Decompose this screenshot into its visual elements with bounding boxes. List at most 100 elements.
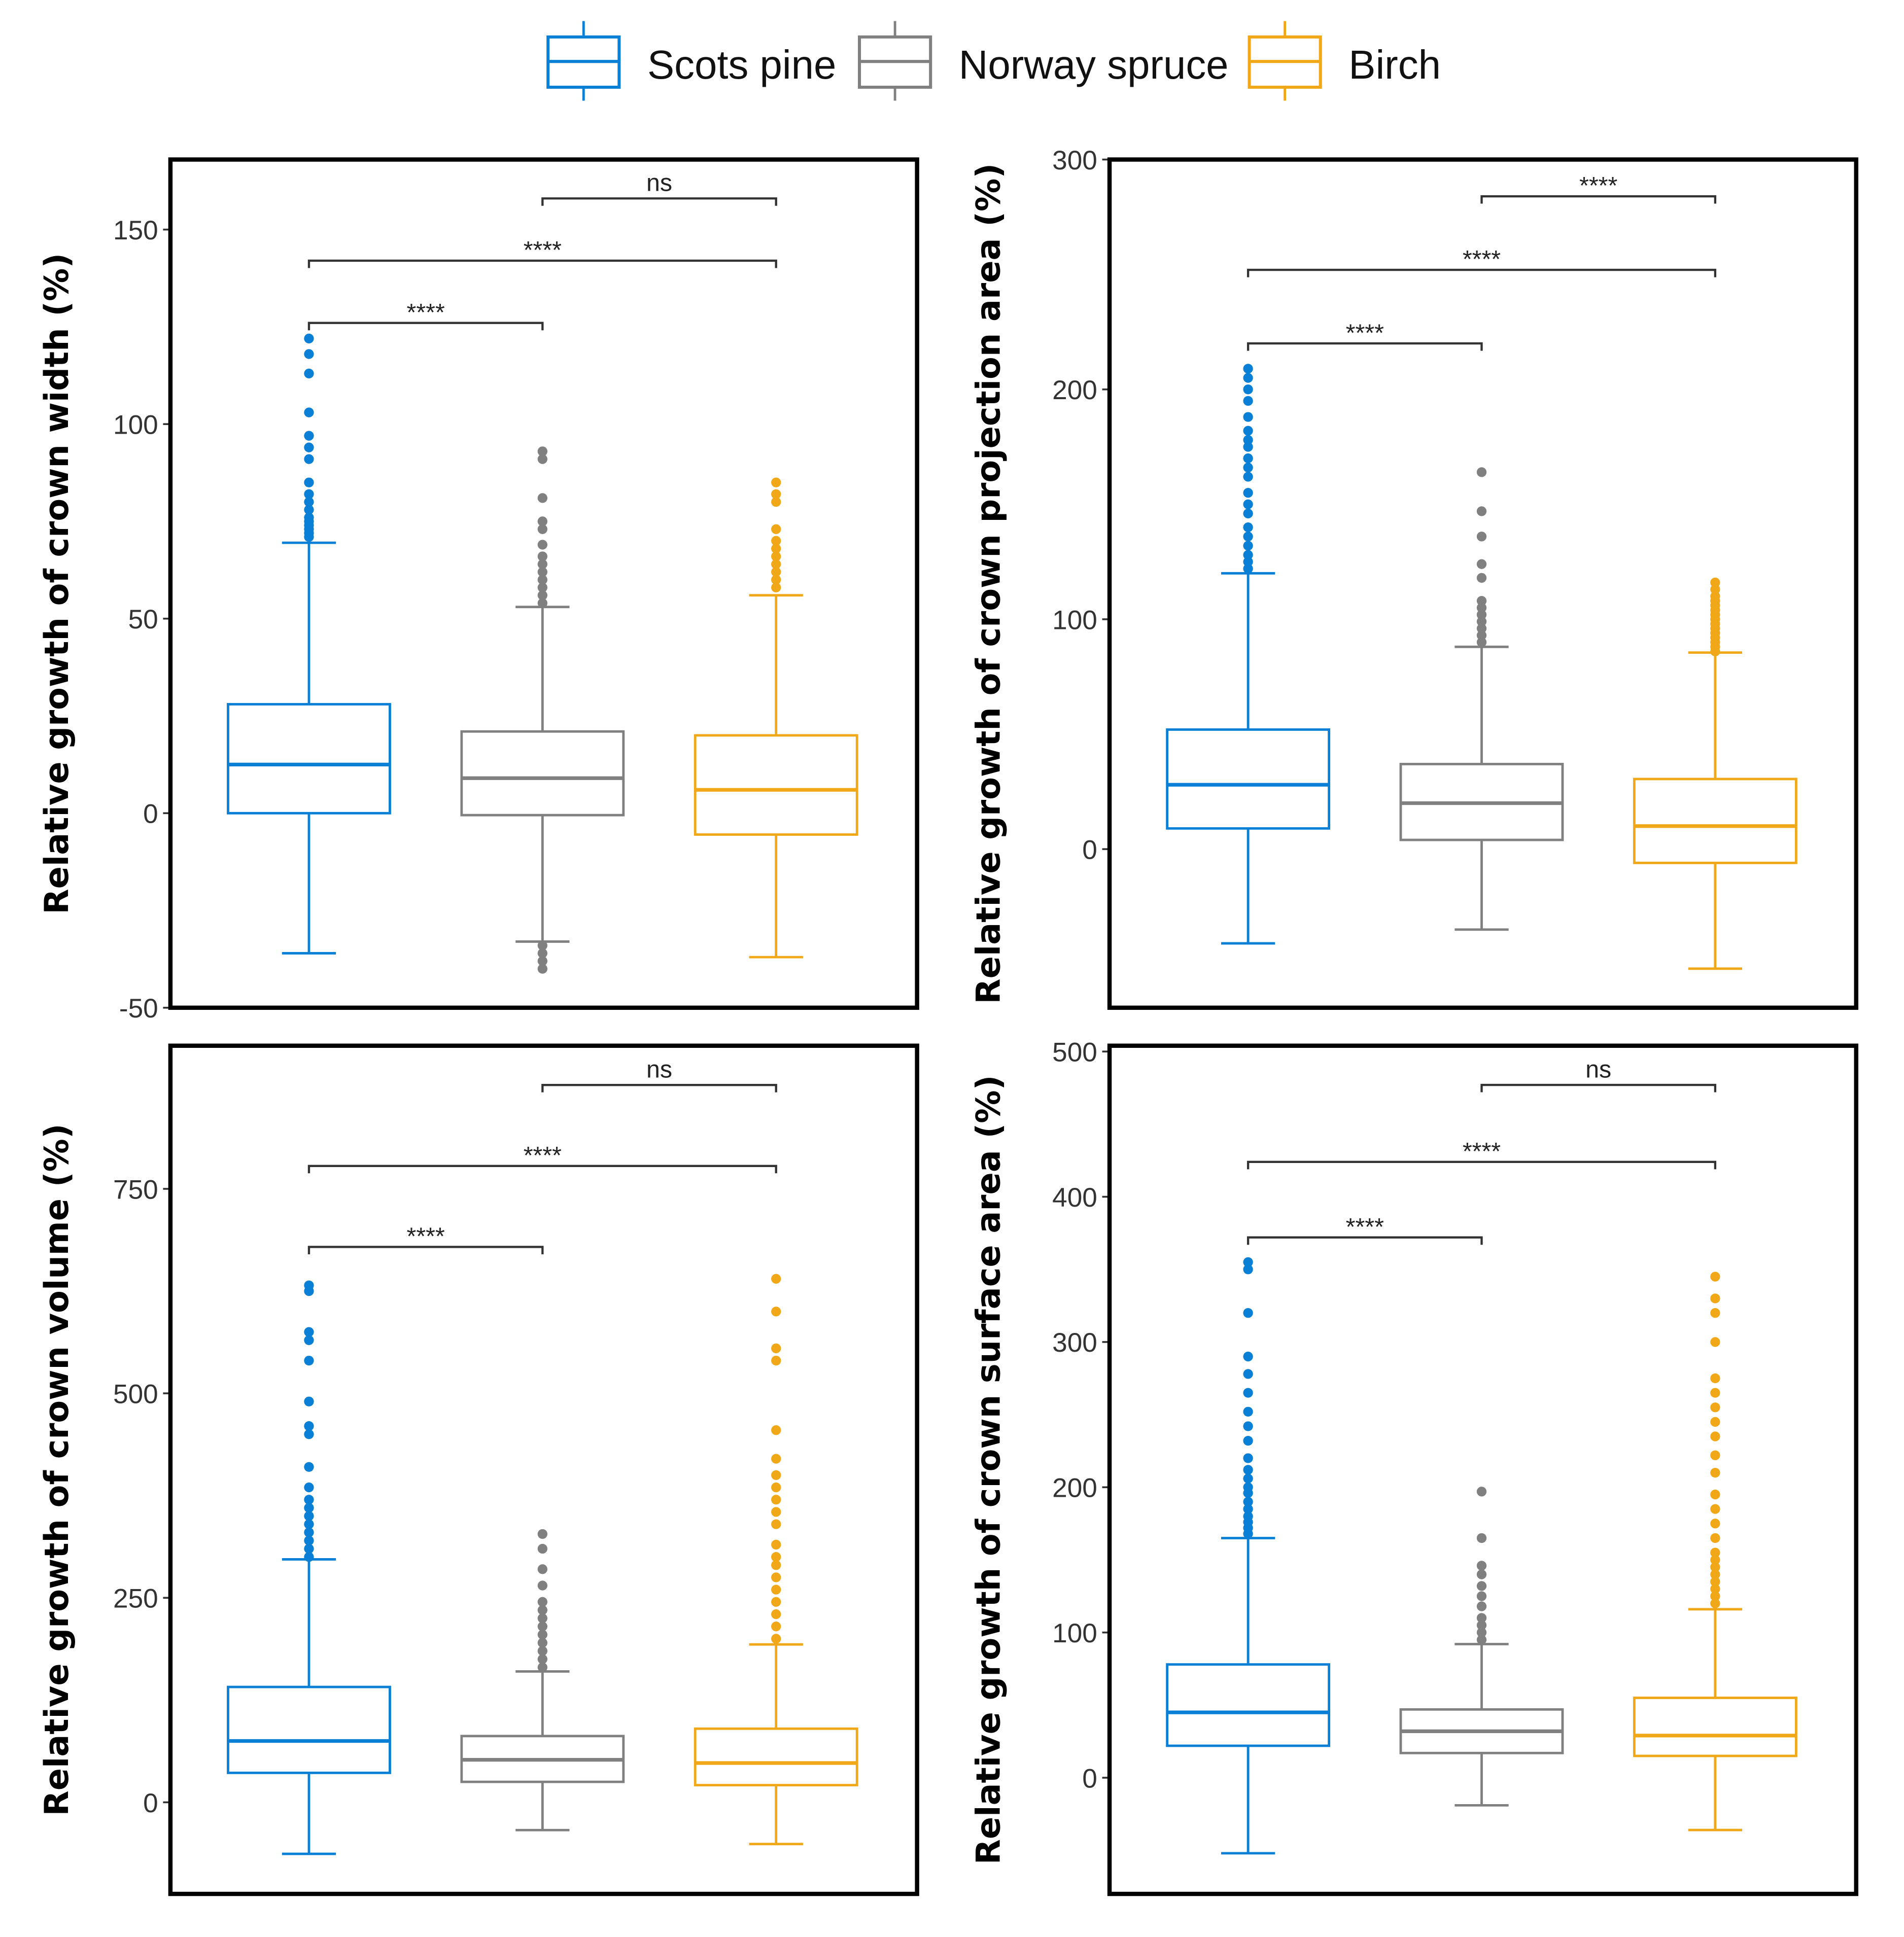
outlier-point <box>1243 1406 1253 1417</box>
outlier-point <box>1710 1337 1720 1347</box>
outlier-point <box>1243 499 1253 509</box>
y-tick-label: 0 <box>143 799 158 829</box>
outlier-point <box>537 940 548 950</box>
outlier-point <box>1710 1598 1720 1609</box>
outlier-point <box>1243 1264 1253 1275</box>
outlier-point <box>771 567 781 577</box>
outlier-point <box>304 497 314 507</box>
outlier-point <box>537 1605 548 1615</box>
panel-3: Relative growth of crown volume (%) 0 250 5… <box>38 1043 919 1896</box>
outlier-point <box>304 1527 314 1537</box>
iqr-box <box>1633 1697 1797 1757</box>
outlier-point <box>304 477 314 487</box>
outlier-point <box>1710 1388 1720 1398</box>
iqr-box <box>1633 778 1797 864</box>
outlier-point <box>771 1572 781 1582</box>
y-tick-label: 300 <box>1052 1328 1097 1358</box>
outlier-point <box>304 333 314 344</box>
outlier-point <box>771 1597 781 1607</box>
outlier-point <box>1710 1562 1720 1572</box>
outlier-point <box>1243 1308 1253 1318</box>
outlier-point <box>537 598 548 608</box>
outlier-point <box>537 1564 548 1574</box>
outlier-point <box>304 349 314 359</box>
outlier-point <box>771 1584 781 1595</box>
iqr-box <box>1166 728 1331 830</box>
significance-bracket: **** <box>307 299 544 331</box>
outlier-point <box>304 431 314 441</box>
outlier-point <box>1710 1272 1720 1282</box>
y-tick-label: 50 <box>128 605 158 635</box>
significance-label: **** <box>1346 1213 1384 1241</box>
outlier-point <box>1476 610 1487 620</box>
outlier-point <box>1243 442 1253 452</box>
outlier-point <box>1243 463 1253 473</box>
box-birch <box>1633 1272 1797 1832</box>
outlier-point <box>1476 573 1487 583</box>
outlier-point <box>1243 1465 1253 1475</box>
y-axis-label: Relative growth of crown projection area… <box>970 163 1008 1004</box>
legend-label: Birch <box>1348 42 1441 87</box>
y-tick-label: 100 <box>113 410 158 440</box>
box-scots-pine <box>227 1280 391 1855</box>
outlier-point <box>304 1519 314 1529</box>
outlier-point <box>1476 559 1487 569</box>
outlier-point <box>1476 603 1487 613</box>
significance-bracket: ns <box>1480 1056 1717 1093</box>
significance-bracket: ns <box>541 169 777 206</box>
outlier-point <box>1710 1467 1720 1478</box>
outlier-point <box>771 1343 781 1354</box>
outlier-point <box>1710 584 1720 594</box>
outlier-point <box>1243 1435 1253 1446</box>
outlier-point <box>1243 453 1253 464</box>
outlier-point <box>771 1454 781 1464</box>
outlier-point <box>1243 373 1253 383</box>
y-tick-label: 200 <box>1052 1473 1097 1503</box>
y-tick-label: 100 <box>1052 1618 1097 1648</box>
outlier-point <box>537 1622 548 1632</box>
significance-bracket: **** <box>1247 1138 1717 1170</box>
legend-label: Scots pine <box>647 42 836 87</box>
outlier-point <box>1710 591 1720 602</box>
outlier-point <box>537 948 548 959</box>
panel-border <box>168 157 919 1010</box>
outlier-point <box>1243 522 1253 533</box>
outlier-point <box>537 964 548 974</box>
outlier-point <box>304 1327 314 1337</box>
panel-4: Relative growth of crown surface area (%… <box>970 1038 1858 1896</box>
significance-bracket: **** <box>1247 1213 1483 1245</box>
outlier-point <box>771 1274 781 1284</box>
outlier-point <box>771 536 781 546</box>
outlier-point <box>537 1662 548 1673</box>
outlier-point <box>304 1462 314 1472</box>
outlier-point <box>1243 364 1253 374</box>
outlier-point <box>537 1630 548 1640</box>
outlier-point <box>1476 467 1487 477</box>
outlier-point <box>1243 1473 1253 1484</box>
outlier-point <box>537 1654 548 1664</box>
outlier-point <box>771 1355 781 1366</box>
outlier-point <box>1476 1601 1487 1611</box>
box-scots-pine <box>1166 1257 1331 1855</box>
outlier-point <box>771 1307 781 1317</box>
outlier-point <box>304 1335 314 1345</box>
significance-label: **** <box>524 1142 562 1169</box>
outlier-point <box>1243 564 1253 574</box>
significance-bracket: **** <box>307 236 777 268</box>
outlier-point <box>771 1507 781 1517</box>
outlier-point <box>1476 596 1487 606</box>
legend-item: Norway spruce <box>858 21 1229 101</box>
outlier-point <box>304 454 314 464</box>
outlier-point <box>1476 1613 1487 1623</box>
outlier-point <box>304 442 314 452</box>
outlier-point <box>537 446 548 456</box>
outlier-point <box>771 524 781 534</box>
panel-2: Relative growth of crown projection area… <box>970 146 1858 1010</box>
outlier-point <box>304 1552 314 1562</box>
outlier-point <box>771 1519 781 1529</box>
panel-border <box>1107 1043 1858 1896</box>
y-tick-label: 150 <box>113 216 158 245</box>
y-tick-label: 400 <box>1052 1183 1097 1213</box>
outlier-point <box>1476 630 1487 641</box>
y-tick-label: -50 <box>119 994 158 1024</box>
